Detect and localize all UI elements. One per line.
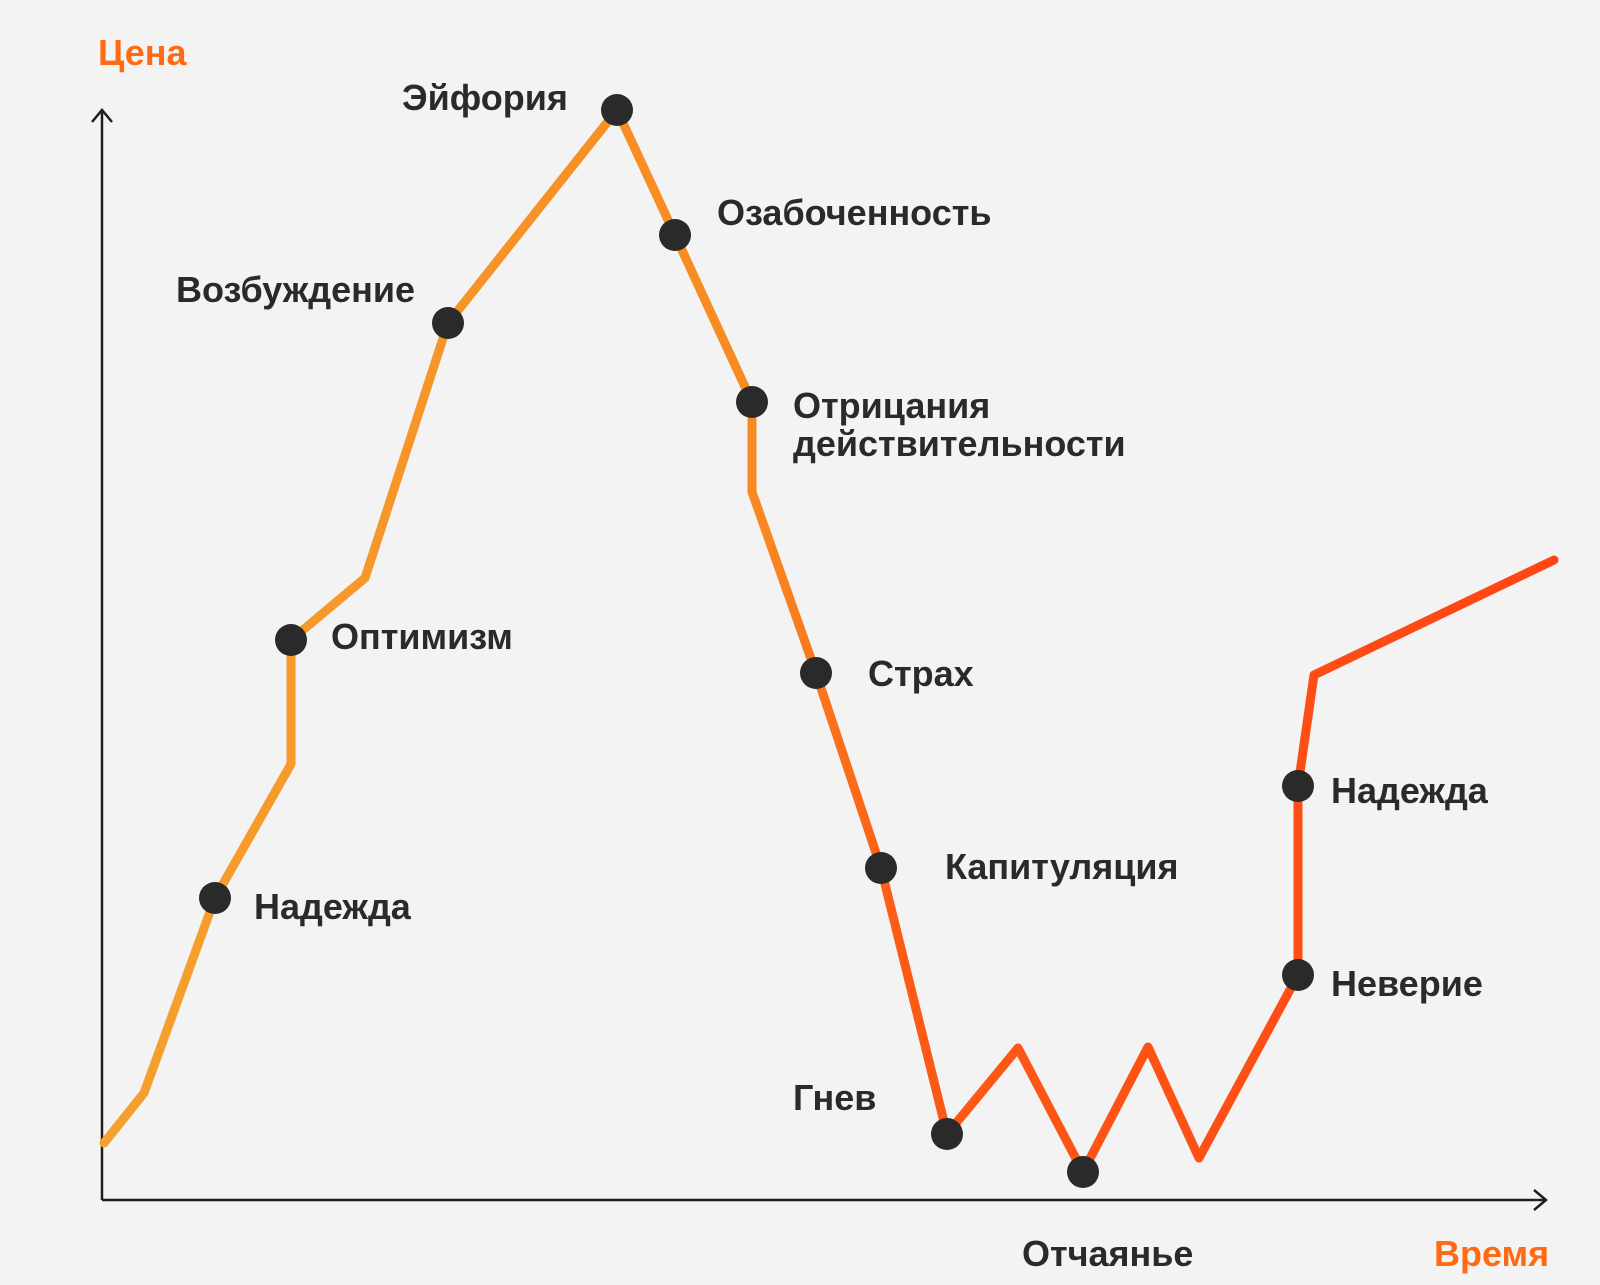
stage-labels: Надежда Оптимизм Возбуждение Эйфория Оза… — [176, 77, 1489, 1274]
x-axis-arrow-icon — [1533, 1189, 1548, 1211]
stage-dot-euphoria — [601, 94, 633, 126]
stage-label-euphoria: Эйфория — [402, 77, 568, 118]
stage-dot-capitulation — [865, 852, 897, 884]
stage-label-anger: Гнев — [793, 1077, 876, 1118]
stage-label-hope-1: Надежда — [254, 886, 412, 927]
stage-dot-excitement — [432, 307, 464, 339]
stage-label-fear: Страх — [868, 653, 974, 694]
stage-dot-anger — [931, 1118, 963, 1150]
x-axis-title: Время — [1434, 1233, 1549, 1274]
stage-markers — [199, 94, 1314, 1188]
stage-dot-hope-1 — [199, 882, 231, 914]
stage-dot-anxiety — [659, 219, 691, 251]
stage-label-optimism: Оптимизм — [331, 616, 513, 657]
stage-label-denial: Отрицания действительности — [793, 385, 1126, 464]
stage-label-despair: Отчаянье — [1022, 1233, 1193, 1274]
stage-dot-disbelief — [1282, 959, 1314, 991]
stage-dot-hope-2 — [1282, 770, 1314, 802]
sentiment-curve — [99, 105, 1559, 1177]
axes — [91, 108, 1548, 1211]
stage-dot-denial — [736, 386, 768, 418]
stage-label-anxiety: Озабоченность — [717, 192, 991, 233]
y-axis-arrow-icon — [91, 108, 113, 123]
y-axis-title: Цена — [98, 32, 188, 73]
stage-label-denial-line-1: Отрицания — [793, 385, 990, 426]
stage-dot-despair — [1067, 1156, 1099, 1188]
stage-dot-fear — [800, 657, 832, 689]
stage-dot-optimism — [275, 624, 307, 656]
stage-label-capitulation: Капитуляция — [945, 846, 1179, 887]
stage-label-hope-2: Надежда — [1331, 770, 1489, 811]
stage-label-excitement: Возбуждение — [176, 269, 415, 310]
stage-label-disbelief: Неверие — [1331, 963, 1483, 1004]
stage-label-denial-line-2: действительности — [793, 423, 1126, 464]
